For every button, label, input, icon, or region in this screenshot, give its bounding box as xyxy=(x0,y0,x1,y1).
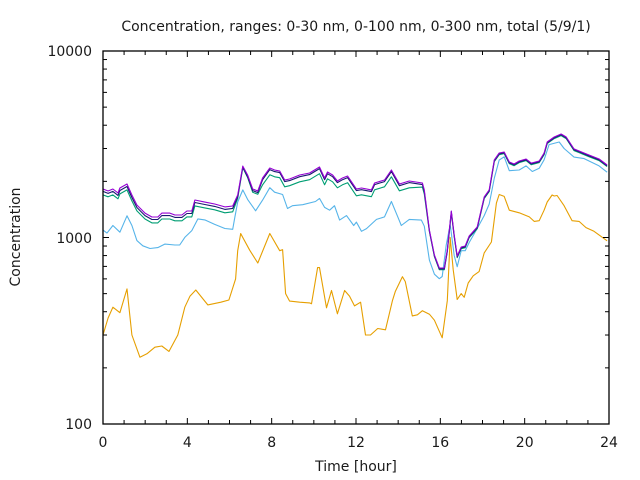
y-tick-label: 10000 xyxy=(47,44,92,60)
series-line-0-100-nm xyxy=(102,141,608,280)
series-line-total xyxy=(102,133,608,269)
y-axis-label: Concentration xyxy=(8,187,24,286)
y-tick-label: 1000 xyxy=(56,231,92,247)
series-line-0-300-nm xyxy=(102,135,608,271)
series-line-0-30-nm xyxy=(102,193,608,358)
x-tick-label: 0 xyxy=(99,435,108,451)
ticks-layer xyxy=(102,50,610,425)
series-line-unnamed xyxy=(102,134,608,270)
x-tick-label: 4 xyxy=(183,435,192,451)
plot-frame xyxy=(102,50,610,425)
series-layer xyxy=(102,133,608,358)
x-tick-label: 16 xyxy=(431,435,449,451)
x-tick-label: 20 xyxy=(516,435,534,451)
x-tick-label: 24 xyxy=(600,435,618,451)
chart-title: Concentration, ranges: 0-30 nm, 0-100 nm… xyxy=(121,19,590,35)
x-tick-label: 8 xyxy=(267,435,276,451)
x-axis-label: Time [hour] xyxy=(314,459,397,475)
x-tick-label: 12 xyxy=(347,435,365,451)
y-tick-label: 100 xyxy=(65,417,92,433)
